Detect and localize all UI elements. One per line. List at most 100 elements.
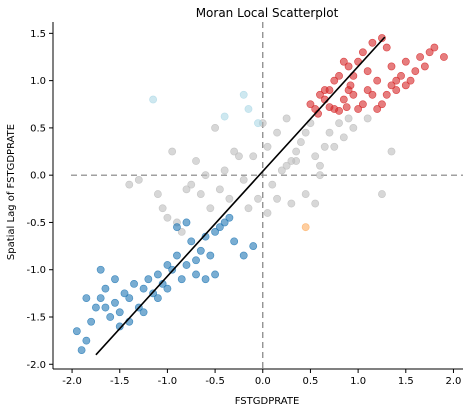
scatter-point [149, 289, 158, 298]
scatter-point [346, 81, 355, 90]
scatter-point [378, 100, 386, 109]
scatter-point [106, 313, 115, 321]
scatter-point [406, 76, 415, 85]
scatter-point [401, 81, 410, 90]
scatter-point [335, 119, 343, 128]
scatter-point [254, 119, 262, 128]
scatter-point [173, 223, 181, 232]
scatter-point [316, 161, 324, 170]
scatter-point [382, 43, 391, 52]
scatter-point [187, 180, 196, 189]
scatter-point [201, 232, 210, 241]
scatter-point [292, 147, 301, 156]
scatter-point [392, 86, 401, 94]
scatter-point [201, 275, 210, 284]
y-tick-label: -0.5 [26, 218, 46, 229]
scatter-point [187, 237, 196, 246]
x-ticks: -2.0 -1.5 -1.0 -0.5 0.0 0.5 1.0 1.5 2.0 [62, 369, 461, 387]
scatter-point [239, 175, 248, 184]
scatter-point [311, 152, 320, 161]
scatter-point [339, 133, 348, 142]
scatter-point [115, 308, 124, 317]
scatter-point [277, 166, 286, 175]
scatter-point [244, 105, 253, 113]
x-tick-label: -0.5 [205, 376, 225, 387]
reference-lines [71, 22, 463, 369]
scatter-point [316, 90, 324, 99]
scatter-point [149, 95, 158, 104]
scatter-point [96, 265, 105, 274]
scatter-point [153, 294, 162, 302]
scatter-point [215, 223, 224, 232]
scatter-point [273, 194, 281, 203]
scatter-point [397, 71, 405, 80]
scatter-point [220, 218, 229, 227]
scatter-point [163, 284, 172, 293]
scatter-point [192, 157, 200, 165]
scatter-point [249, 242, 258, 250]
scatter-point [330, 76, 339, 85]
scatter-point [177, 227, 186, 236]
scatter-point [263, 209, 272, 217]
x-tick-label: 1.0 [350, 376, 366, 387]
scatter-point [368, 90, 377, 99]
scatter-point [220, 166, 229, 175]
scatter-point [306, 100, 315, 109]
scatter-point [158, 204, 167, 213]
scatter-point [368, 38, 377, 47]
scatter-point [225, 194, 234, 203]
plot-frame [52, 22, 463, 370]
scatter-point [378, 190, 386, 198]
scatter-point [425, 48, 434, 57]
scatter-point [101, 303, 110, 312]
scatter-point [320, 142, 329, 151]
scatter-point [282, 161, 291, 170]
x-tick-label: 1.5 [398, 376, 414, 387]
scatter-point [230, 237, 239, 246]
scatter-point [373, 105, 382, 113]
x-tick-label: -2.0 [62, 376, 82, 387]
scatter-point [77, 346, 86, 354]
scatter-point [335, 71, 343, 80]
scatter-point [325, 86, 334, 94]
scatter-point [72, 327, 81, 336]
scatter-point [301, 223, 310, 232]
scatter-point [196, 246, 205, 255]
chart-title: Moran Local Scatterplot [196, 6, 339, 20]
scatter-point [173, 251, 181, 260]
x-tick-label: -1.0 [158, 376, 178, 387]
scatter-point [325, 128, 334, 137]
scatter-point [349, 90, 358, 99]
scatter-point [420, 62, 429, 71]
y-tick-label: 1.0 [30, 76, 46, 87]
scatter-point [139, 308, 148, 317]
scatter-point [416, 53, 424, 61]
scatter-point [387, 62, 396, 71]
x-axis-label: FSTGDPRATE [235, 396, 300, 407]
scatter-point [163, 213, 172, 222]
scatter-point [344, 114, 353, 123]
scatter-point [82, 294, 91, 302]
scatter-point [211, 270, 219, 279]
scatter-point [282, 114, 291, 123]
scatter-point [206, 251, 215, 260]
scatter-point [230, 147, 239, 156]
scatter-point [339, 57, 348, 66]
scatter-point [363, 67, 372, 76]
scatter-point [177, 275, 186, 284]
x-tick-label: 0.5 [302, 376, 318, 387]
scatter-point [378, 34, 386, 42]
scatter-point [316, 171, 324, 180]
scatter-point [182, 261, 191, 269]
scatter-point [392, 76, 401, 85]
scatter-point [387, 147, 396, 156]
scatter-point [344, 62, 353, 71]
scatter-point [163, 261, 172, 269]
scatter-point [196, 190, 205, 198]
scatter-point [273, 128, 281, 137]
regression-line [95, 36, 386, 356]
scatter-point [125, 180, 134, 189]
x-tick-label: -1.5 [110, 376, 130, 387]
scatter-point [139, 284, 148, 293]
